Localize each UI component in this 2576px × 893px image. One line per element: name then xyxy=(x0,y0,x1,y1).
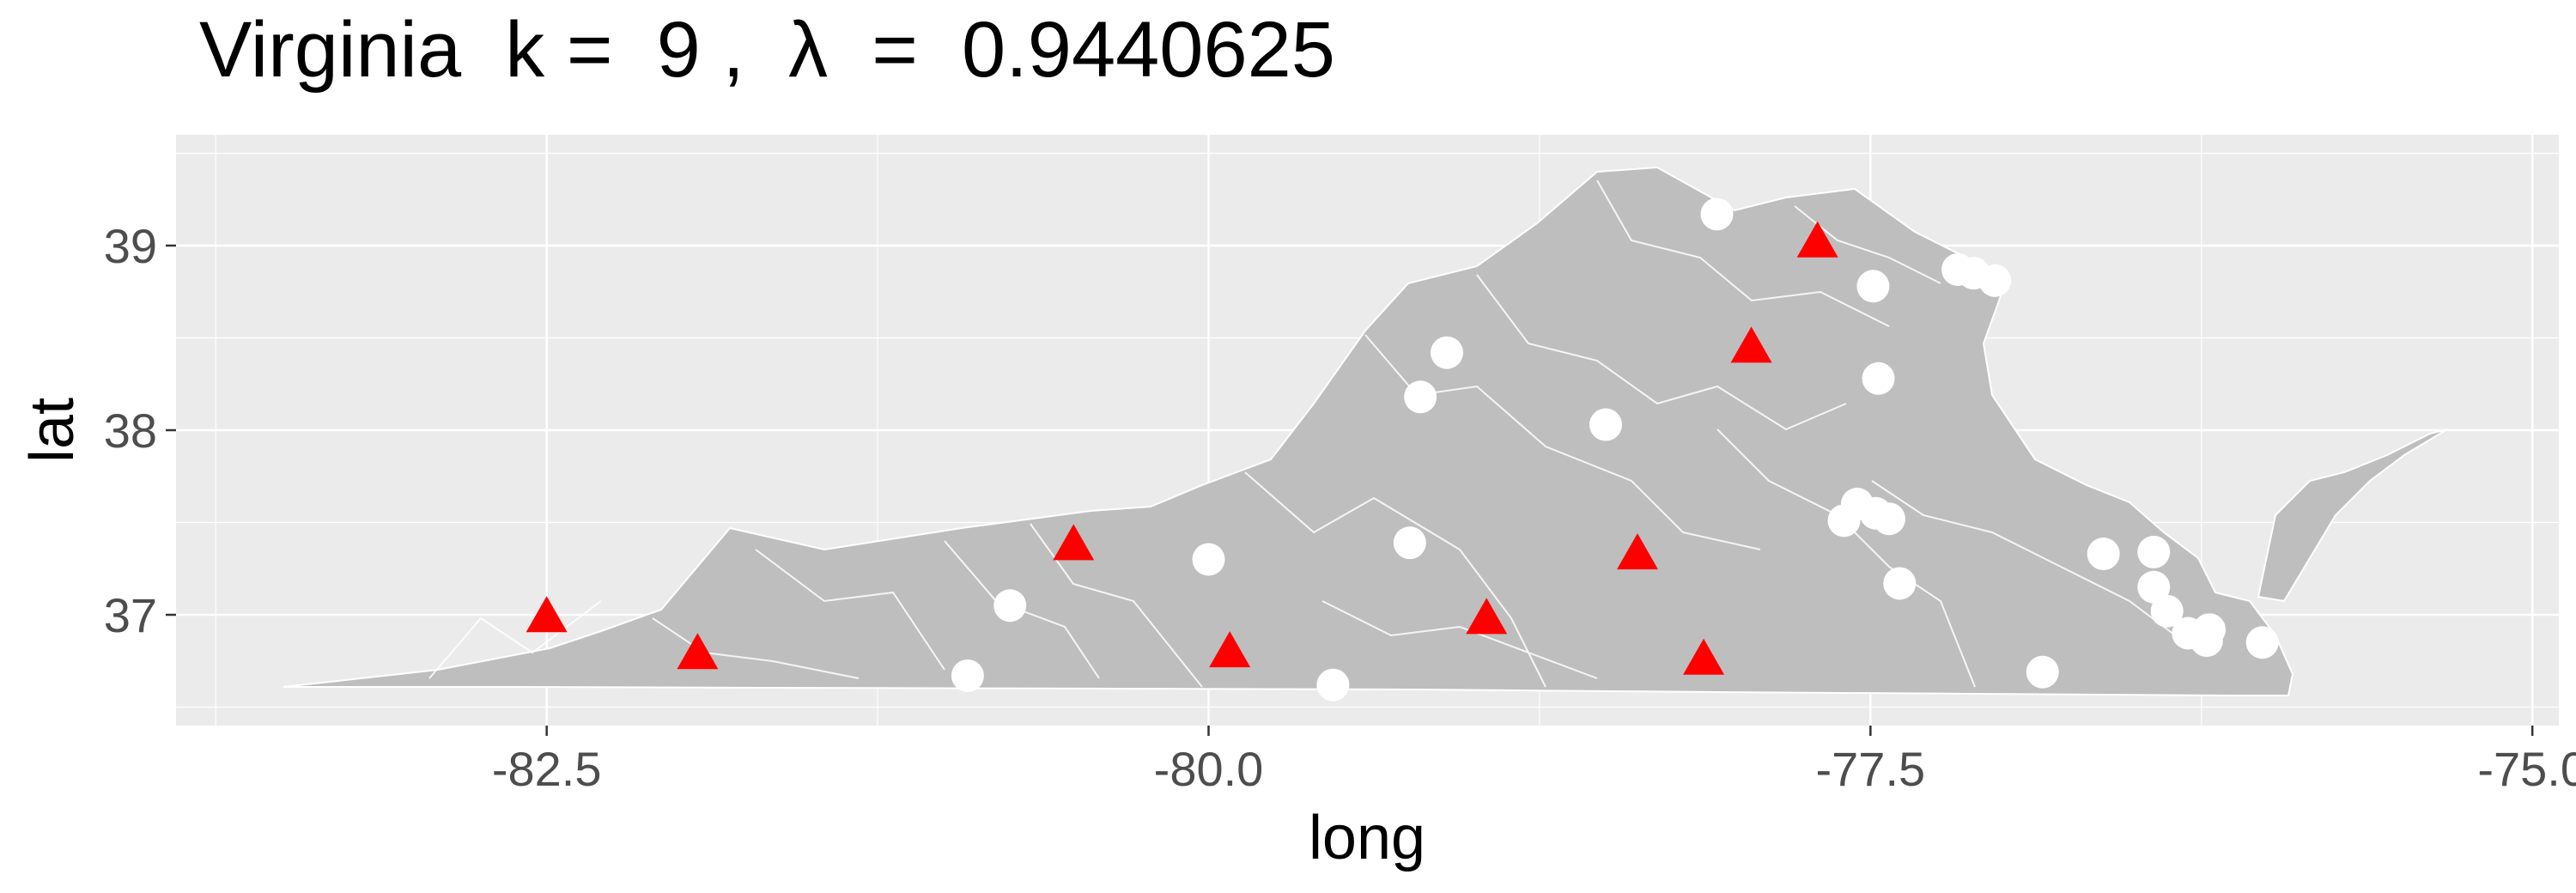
point-marker xyxy=(1393,526,1426,560)
x-tick-label: -77.5 xyxy=(1816,742,1926,796)
point-marker xyxy=(1862,361,1895,395)
x-axis-title: long xyxy=(1309,804,1425,872)
point-marker xyxy=(2245,626,2279,659)
y-tick-label: 39 xyxy=(104,219,157,273)
x-tick-label: -75.0 xyxy=(2477,742,2576,796)
x-axis-ticks: -82.5 -80.0 -77.5 -75.0 xyxy=(492,726,2576,796)
point-marker xyxy=(1872,502,1905,536)
center-marker xyxy=(526,596,568,633)
point-marker xyxy=(1883,567,1917,600)
point-marker xyxy=(2137,535,2171,568)
center-marker xyxy=(1617,533,1658,570)
point-marker xyxy=(1589,408,1622,441)
point-marker xyxy=(1431,336,1463,369)
center-marker xyxy=(1053,524,1095,561)
point-marker xyxy=(951,659,984,692)
virginia-mainland-shape xyxy=(283,166,2294,696)
point-marker xyxy=(2137,570,2171,604)
point-marker xyxy=(2150,594,2184,628)
y-axis-title: lat xyxy=(18,398,87,463)
point-marker xyxy=(1404,380,1437,414)
center-marker xyxy=(1796,221,1838,258)
center-marker xyxy=(1730,326,1772,363)
y-tick-label: 38 xyxy=(104,404,157,458)
center-marker xyxy=(1683,638,1725,675)
y-tick-label: 37 xyxy=(104,588,157,642)
center-marker xyxy=(677,633,719,670)
point-marker xyxy=(2087,538,2120,571)
data-points xyxy=(526,197,2279,702)
point-marker xyxy=(1856,270,1890,303)
eastern-shore-shape xyxy=(2257,428,2448,603)
point-marker xyxy=(1316,668,1350,702)
point-marker xyxy=(1192,543,1225,576)
center-marker xyxy=(1466,598,1508,635)
point-marker xyxy=(993,589,1027,623)
center-marker xyxy=(1209,631,1251,668)
point-marker xyxy=(1700,197,1734,231)
x-tick-label: -82.5 xyxy=(492,742,602,796)
point-marker xyxy=(2026,655,2059,689)
plot-title: Virginia k = 9 , λ = 0.9440625 xyxy=(199,6,1335,94)
point-marker xyxy=(2193,613,2226,647)
point-marker xyxy=(1827,504,1861,538)
y-axis-ticks: 37 38 39 xyxy=(104,219,176,642)
x-tick-label: -80.0 xyxy=(1154,742,1264,796)
point-marker xyxy=(1978,264,2012,297)
